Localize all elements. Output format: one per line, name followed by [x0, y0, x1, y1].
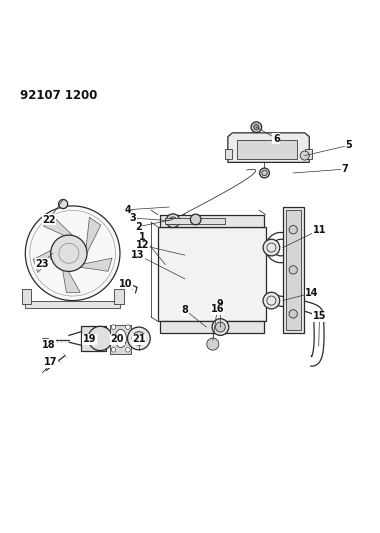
Circle shape: [59, 199, 68, 208]
Circle shape: [66, 247, 79, 260]
Circle shape: [126, 280, 132, 287]
Bar: [111, 325, 131, 353]
Text: 15: 15: [313, 311, 326, 321]
Bar: [81, 326, 106, 351]
Text: 22: 22: [42, 215, 55, 225]
Circle shape: [88, 326, 112, 351]
Text: 6: 6: [273, 134, 280, 143]
Polygon shape: [44, 218, 79, 241]
Polygon shape: [74, 258, 112, 271]
Circle shape: [111, 325, 116, 329]
Text: 12: 12: [136, 240, 149, 251]
Text: 19: 19: [83, 334, 97, 344]
Text: 8: 8: [182, 305, 188, 315]
Text: 16: 16: [211, 304, 224, 314]
Circle shape: [254, 125, 259, 130]
Bar: [225, 149, 232, 159]
Circle shape: [190, 214, 201, 225]
Circle shape: [166, 214, 180, 228]
Bar: [158, 227, 266, 321]
Text: 23: 23: [36, 259, 49, 269]
Circle shape: [25, 206, 120, 301]
Bar: [286, 210, 301, 330]
Bar: [283, 207, 304, 333]
Bar: [22, 289, 31, 304]
Circle shape: [300, 151, 309, 160]
Text: 21: 21: [132, 334, 146, 344]
Circle shape: [212, 319, 229, 335]
Text: 10: 10: [119, 279, 132, 288]
Circle shape: [60, 241, 85, 265]
Text: 7: 7: [341, 164, 348, 174]
Circle shape: [289, 310, 297, 318]
Circle shape: [289, 266, 297, 274]
Text: 13: 13: [131, 250, 145, 260]
Text: 9: 9: [217, 300, 224, 309]
Circle shape: [169, 217, 177, 224]
Circle shape: [126, 325, 130, 329]
Text: 3: 3: [130, 213, 136, 223]
Bar: [114, 289, 124, 304]
Text: 20: 20: [111, 334, 124, 344]
Circle shape: [215, 322, 225, 332]
Circle shape: [260, 168, 269, 178]
Bar: [165, 217, 225, 224]
Text: 18: 18: [42, 340, 56, 350]
Polygon shape: [86, 217, 101, 255]
Bar: [306, 149, 312, 159]
Text: 17: 17: [44, 357, 58, 367]
Circle shape: [263, 292, 280, 309]
Bar: [160, 321, 264, 333]
Bar: [160, 215, 264, 227]
Text: 4: 4: [124, 205, 131, 215]
Circle shape: [111, 348, 116, 352]
Text: 5: 5: [346, 140, 352, 150]
Bar: [42, 338, 48, 343]
Polygon shape: [33, 244, 63, 272]
Circle shape: [251, 122, 262, 133]
Text: 92107 1200: 92107 1200: [20, 90, 97, 102]
Circle shape: [289, 225, 297, 234]
Circle shape: [126, 348, 130, 352]
Polygon shape: [61, 259, 80, 293]
Polygon shape: [228, 133, 309, 163]
Text: 14: 14: [305, 288, 319, 298]
Circle shape: [207, 338, 219, 350]
Text: 2: 2: [135, 222, 141, 232]
Circle shape: [51, 235, 87, 271]
Bar: [25, 301, 120, 308]
Ellipse shape: [115, 329, 127, 348]
Circle shape: [132, 332, 146, 345]
Bar: [238, 140, 297, 159]
Text: 11: 11: [313, 225, 326, 235]
Circle shape: [128, 327, 150, 350]
Circle shape: [263, 239, 280, 256]
Text: 1: 1: [139, 232, 146, 242]
